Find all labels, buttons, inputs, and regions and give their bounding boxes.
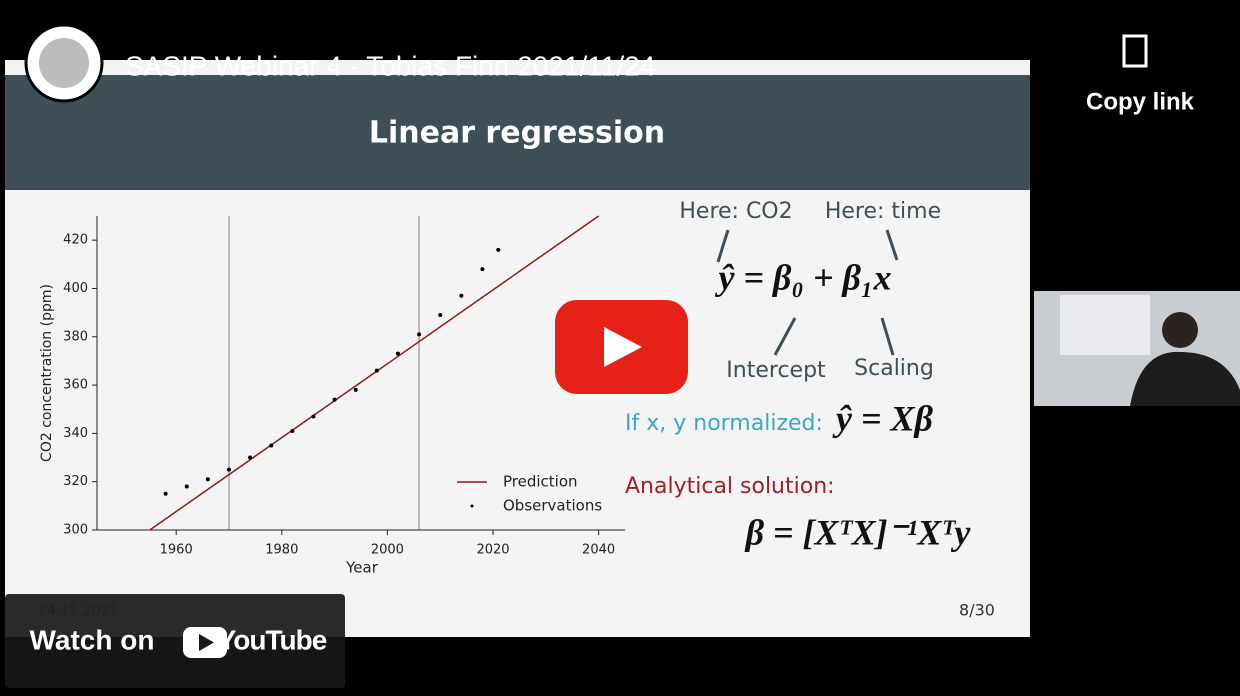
copy-icon-back — [1122, 34, 1148, 68]
annotation: Here: time — [825, 199, 941, 224]
y-axis-label: CO2 concentration (ppm) — [39, 284, 55, 462]
slide-header — [5, 75, 1030, 190]
y-tick-label: 380 — [63, 329, 88, 344]
watch-on-box[interactable] — [5, 594, 345, 688]
observation — [459, 293, 464, 298]
x-tick-label: 1960 — [160, 543, 193, 558]
arrows — [716, 229, 899, 356]
copy-link[interactable]: Copy link — [1086, 88, 1195, 115]
webcam-head — [1162, 312, 1198, 348]
observation — [332, 397, 337, 402]
observation — [374, 368, 379, 373]
observation — [290, 428, 295, 433]
x-tick-label: 2000 — [371, 543, 404, 558]
observation — [184, 484, 189, 489]
formula: β = [XᵀX]⁻¹Xᵀy — [744, 512, 972, 552]
y-tick-label: 320 — [63, 474, 88, 489]
observation — [248, 455, 253, 460]
video-title[interactable]: SASIP Webinar 4 - Tobias Finn 2021/11/24 — [125, 50, 655, 81]
watch-on: Watch on — [30, 624, 155, 655]
x-tick-label: 2020 — [476, 543, 509, 558]
play-icon — [604, 327, 642, 367]
prediction-line — [149, 215, 600, 531]
y-tick-label: 420 — [63, 233, 88, 248]
youtube: YouTube — [218, 624, 327, 655]
legend-label: Observations — [503, 497, 602, 515]
webcam-body — [1130, 351, 1240, 406]
observation — [353, 387, 358, 392]
observation — [417, 332, 422, 337]
annotation: Intercept — [726, 358, 826, 383]
y-tick-label: 300 — [63, 523, 88, 538]
y-tick-label: 340 — [63, 426, 88, 441]
observation — [438, 313, 443, 318]
y-tick-label: 400 — [63, 281, 88, 296]
observation — [480, 267, 485, 272]
observation — [227, 467, 231, 472]
x-axis-label: Year — [345, 559, 379, 577]
legend-dot — [470, 504, 474, 508]
annotation: Scaling — [854, 356, 934, 381]
observation — [311, 414, 316, 419]
formula: ŷ = β₀ + β₁x — [715, 257, 892, 297]
webcam-board — [1060, 295, 1150, 355]
x-tick-label: 1980 — [265, 543, 298, 558]
analytical-label: Analytical solution: — [625, 474, 835, 499]
x-tick-label: 2040 — [582, 543, 615, 558]
chart: 300 320 340 360 380 400 420 1960 1980 2000 2020 204… — [39, 215, 625, 577]
legend-label: Prediction — [503, 473, 578, 491]
observation — [269, 443, 274, 448]
formula: ŷ = Xβ — [832, 398, 934, 438]
annotation: Here: CO2 — [679, 199, 792, 224]
normalized-label: If x, y normalized: — [625, 411, 823, 436]
observation — [395, 351, 400, 356]
observation — [163, 491, 168, 496]
youtube-logo-play — [199, 634, 214, 651]
observation — [205, 477, 210, 482]
y-tick-label: 360 — [63, 378, 88, 393]
observation — [496, 247, 501, 252]
avatar-detail — [39, 38, 89, 88]
slide-title: Linear regression — [369, 116, 665, 151]
slide-page: 8/30 — [959, 601, 995, 620]
